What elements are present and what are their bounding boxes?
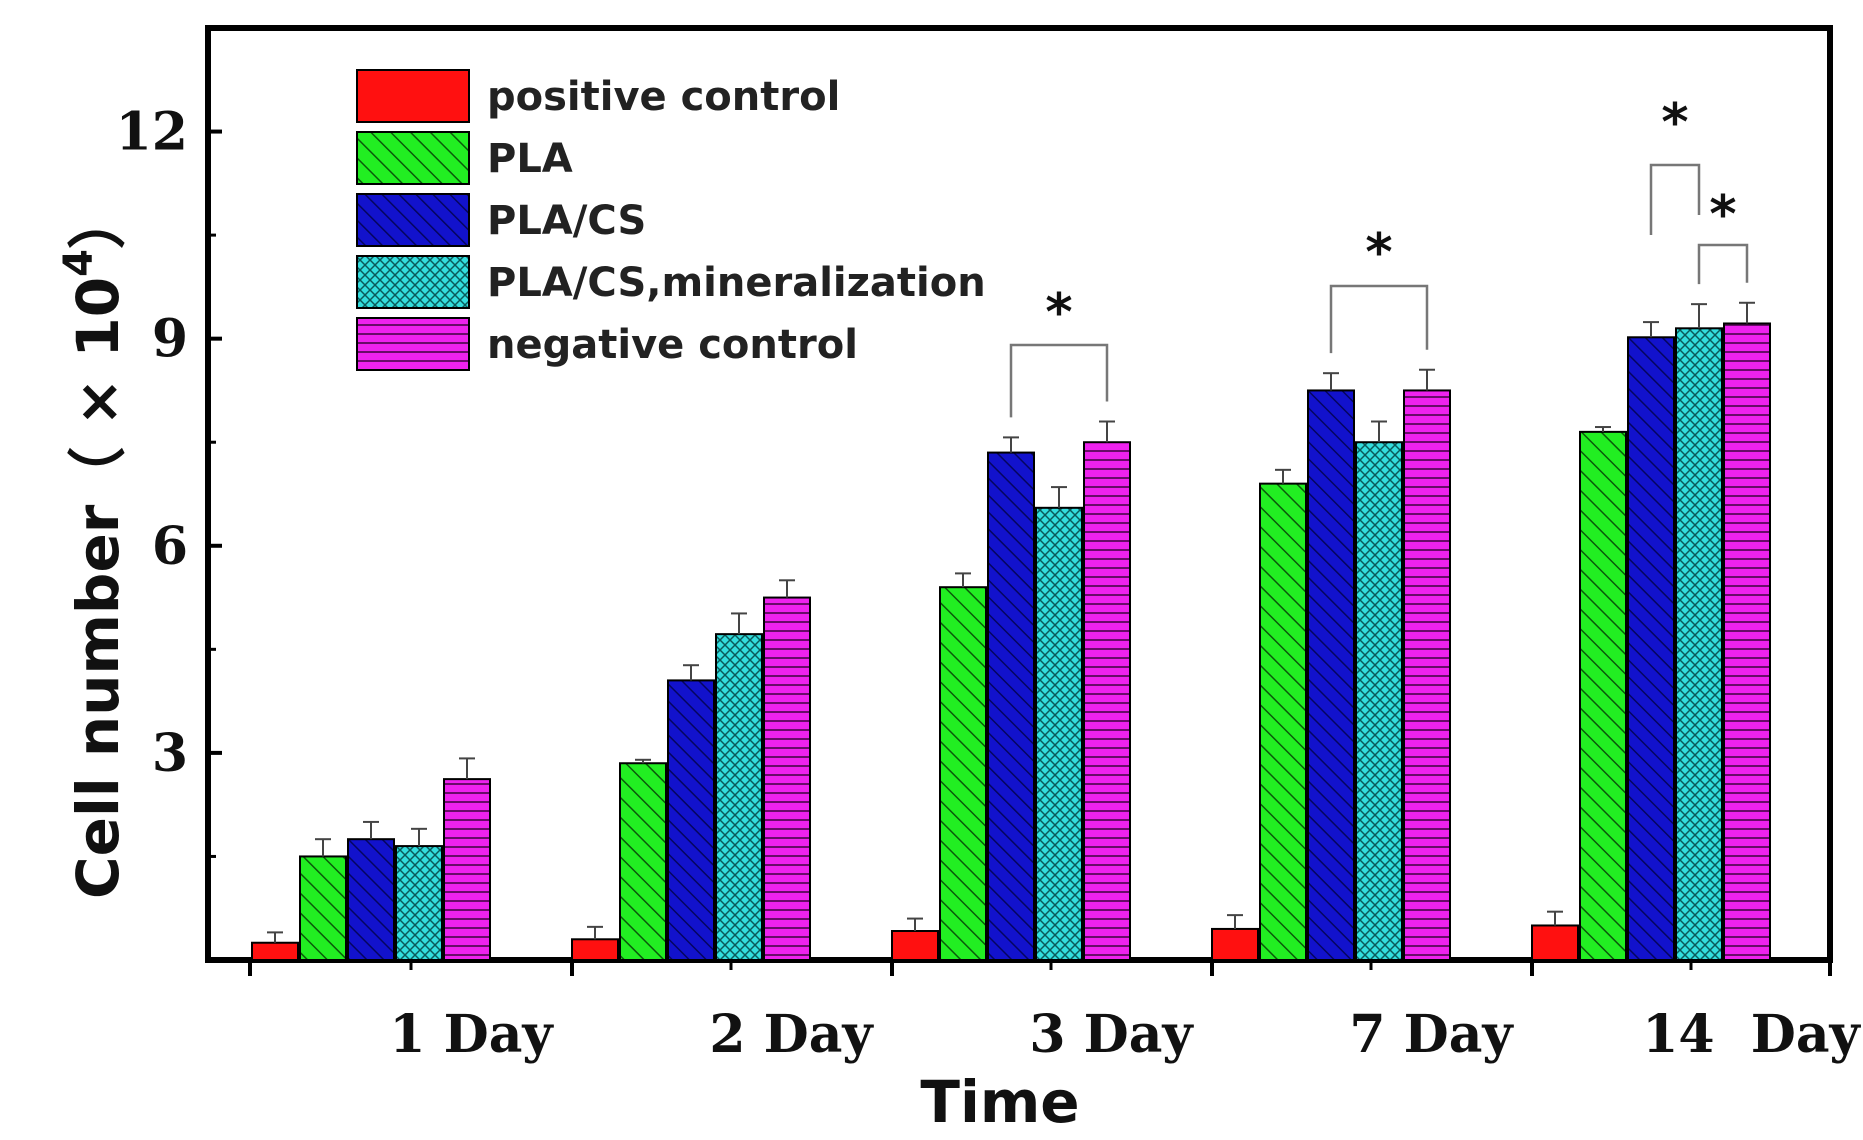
x-tick-label: 2 Day (709, 1004, 874, 1065)
y-axis-title-close: ） (64, 191, 132, 249)
legend-swatch (356, 69, 470, 123)
bar (939, 586, 987, 961)
bar (987, 451, 1035, 961)
bar (1531, 924, 1579, 962)
legend-label: PLA (487, 136, 573, 182)
svg-text:Cell number（ × 104）: Cell number（ × 104） (56, 191, 132, 899)
y-axis-title-main: Cell number（ × 10 (64, 277, 132, 899)
significance-bracket (1009, 343, 1109, 418)
bar (891, 930, 939, 962)
legend-label: PLA/CS,mineralization (487, 260, 986, 306)
legend-swatch (356, 317, 470, 371)
legend-label: negative control (487, 322, 858, 368)
x-axis-title: Time (920, 1068, 1079, 1136)
x-axis: 1 Day 2 Day 3 Day 7 Day 14 Day (248, 960, 1862, 1065)
y-tick-label: 6 (152, 516, 188, 577)
bar (1627, 336, 1675, 961)
bar (347, 838, 395, 961)
bar (1355, 441, 1403, 961)
significance-bracket (1697, 243, 1749, 285)
significance-bracket (1649, 163, 1701, 235)
bar (571, 938, 619, 961)
significance-star: * (1661, 93, 1688, 153)
bar (1083, 441, 1131, 961)
x-tick-label: 3 Day (1029, 1004, 1194, 1065)
legend: positive control PLA PLA/CS PLA/CS,minerali… (356, 69, 986, 371)
significance-bracket (1329, 284, 1429, 354)
significance-star: * (1365, 223, 1392, 283)
y-axis-title-exponent: 4 (56, 249, 102, 277)
bar (1675, 327, 1723, 961)
y-tick-label: 12 (116, 102, 188, 163)
bar (395, 845, 443, 961)
legend-label: PLA/CS (487, 198, 646, 244)
bars (251, 322, 1771, 962)
bar (1259, 482, 1307, 961)
legend-swatch (356, 255, 470, 309)
y-axis-title: Cell number（ × 104） (56, 191, 132, 899)
significance-star: * (1045, 283, 1072, 343)
significance-star: * (1709, 185, 1736, 245)
bar (667, 679, 715, 962)
bar (1211, 927, 1259, 962)
y-tick-label: 9 (152, 309, 188, 370)
bar (1035, 506, 1083, 961)
x-tick-label: 7 Day (1349, 1004, 1514, 1065)
bar (1307, 389, 1355, 961)
bar (443, 778, 491, 962)
legend-swatch (356, 131, 470, 185)
x-tick-label: 14 Day (1642, 1004, 1861, 1065)
bar (299, 855, 347, 962)
y-axis: 3 6 9 12 (116, 102, 222, 858)
bar (1579, 430, 1627, 962)
bar (251, 941, 299, 961)
legend-label: positive control (487, 74, 840, 120)
bar (619, 762, 667, 961)
bar (763, 596, 811, 961)
x-tick-label: 1 Day (389, 1004, 554, 1065)
bar (1723, 322, 1771, 961)
y-tick-label: 3 (152, 723, 188, 784)
bar (715, 633, 763, 962)
legend-swatch (356, 193, 470, 247)
error-bars (267, 301, 1755, 943)
bar (1403, 389, 1451, 961)
significance-markers: * * * * (1009, 93, 1749, 418)
